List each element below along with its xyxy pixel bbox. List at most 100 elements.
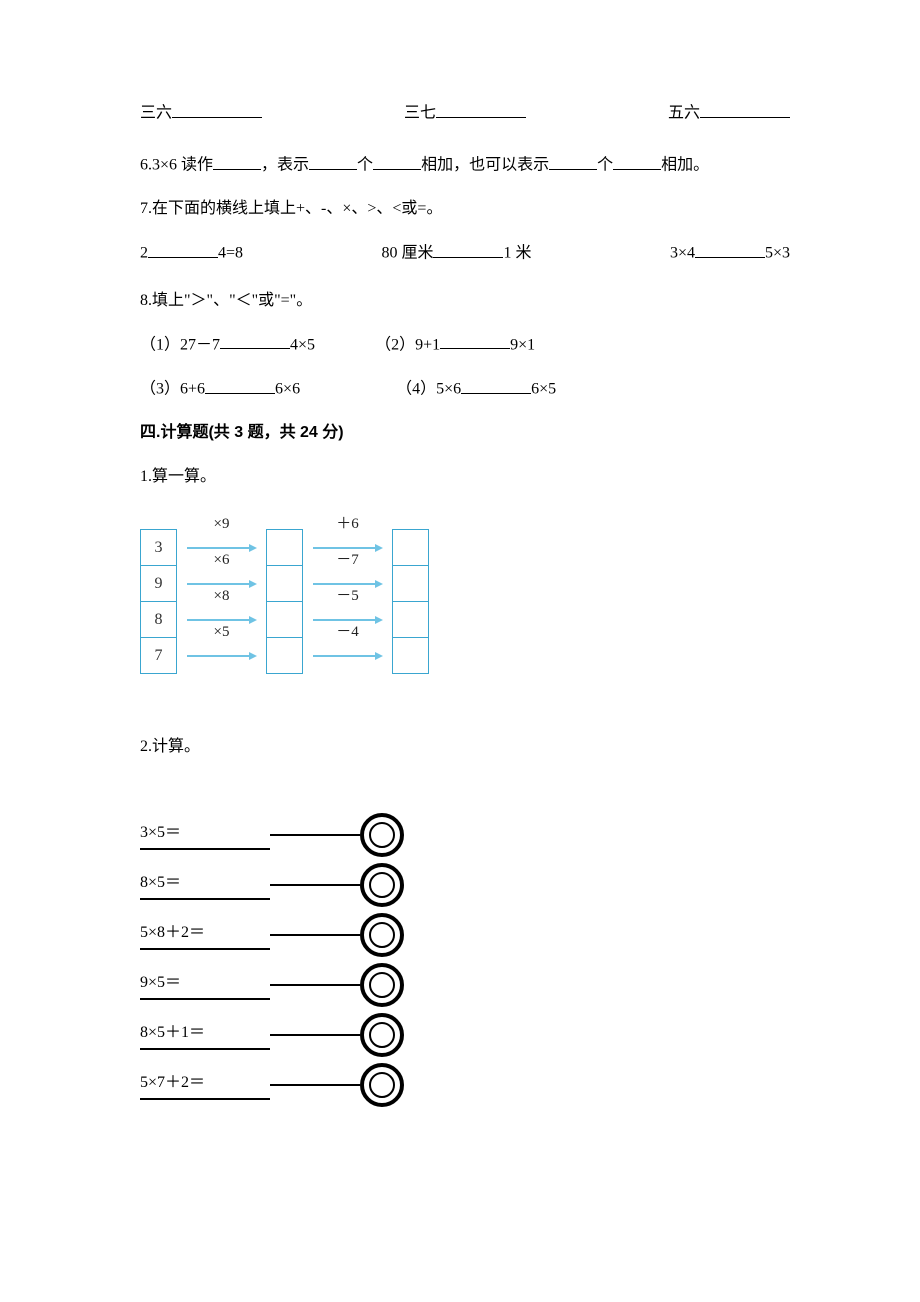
chain-start: 9 bbox=[141, 566, 177, 602]
chain-op: －4 bbox=[303, 638, 393, 674]
blank-line[interactable] bbox=[613, 152, 661, 170]
question-8-row1: （1）27－7 4×5 （2）9+1 9×1 bbox=[140, 332, 790, 358]
chain-op: ×5 bbox=[177, 638, 267, 674]
blank-line[interactable] bbox=[700, 100, 790, 118]
blank-line[interactable] bbox=[148, 240, 218, 258]
q8-item: （2）9+1 9×1 bbox=[375, 332, 535, 358]
q6-text: 个 bbox=[357, 157, 373, 174]
ring-expression: 3×5＝ bbox=[140, 820, 270, 850]
chain-blank[interactable] bbox=[267, 638, 303, 674]
q8-item: （4）5×66×5 bbox=[396, 376, 556, 402]
q6-text: ，表示 bbox=[261, 157, 309, 174]
ring-icon[interactable] bbox=[360, 1013, 404, 1057]
top-blank-row: 三六 三七 五六 bbox=[140, 100, 790, 126]
ring-row: 5×8＋2＝ bbox=[140, 910, 790, 960]
section-4-title: 四.计算题(共 3 题，共 24 分) bbox=[140, 420, 790, 446]
q7-item: 3×45×3 bbox=[670, 240, 790, 266]
ring-expression: 5×7＋2＝ bbox=[140, 1070, 270, 1100]
blank-line[interactable] bbox=[461, 376, 531, 394]
q8-item: （3）6+6 6×6 bbox=[140, 376, 300, 402]
chain-blank[interactable] bbox=[393, 566, 429, 602]
ring-row: 8×5＝ bbox=[140, 860, 790, 910]
q8-label: （1） bbox=[140, 336, 180, 353]
ring-icon[interactable] bbox=[360, 963, 404, 1007]
q8-right: 6×6 bbox=[275, 381, 300, 398]
ring-connector bbox=[270, 1084, 360, 1086]
ring-icon[interactable] bbox=[360, 913, 404, 957]
blank-line[interactable] bbox=[220, 332, 290, 350]
ring-expression: 5×8＋2＝ bbox=[140, 920, 270, 950]
blank-label: 三七 bbox=[404, 105, 436, 122]
chain-blank[interactable] bbox=[393, 530, 429, 566]
q6-text: 相加，也可以表示 bbox=[421, 157, 549, 174]
ring-row: 5×7＋2＝ bbox=[140, 1060, 790, 1110]
q7-right: 5×3 bbox=[765, 245, 790, 262]
ring-row: 3×5＝ bbox=[140, 810, 790, 860]
p2-title-text: 2.计算。 bbox=[140, 738, 200, 755]
q7-left: 2 bbox=[140, 245, 148, 262]
blank-item: 三六 bbox=[140, 100, 357, 126]
q6-text: 相加。 bbox=[661, 157, 709, 174]
blank-label: 三六 bbox=[140, 105, 172, 122]
q7-item: 80 厘米 1 米 bbox=[381, 240, 531, 266]
q7-left: 80 厘米 bbox=[381, 245, 433, 262]
q8-left: 5×6 bbox=[436, 381, 461, 398]
q7-right: 4=8 bbox=[218, 245, 243, 262]
section-4-title-text: 四.计算题(共 3 题，共 24 分) bbox=[140, 424, 344, 441]
chain-table: 3×9＋69×6－78×8－57×5－4 bbox=[140, 529, 429, 674]
chain-blank[interactable] bbox=[393, 638, 429, 674]
q8-title-text: 8.填上"＞"、"＜"或"="。 bbox=[140, 292, 312, 309]
blank-line[interactable] bbox=[440, 332, 510, 350]
ring-expression: 8×5＋1＝ bbox=[140, 1020, 270, 1050]
blank-item: 五六 bbox=[573, 100, 790, 126]
ring-row: 8×5＋1＝ bbox=[140, 1010, 790, 1060]
chain-blank[interactable] bbox=[267, 530, 303, 566]
ring-icon[interactable] bbox=[360, 813, 404, 857]
arrow-icon bbox=[187, 655, 257, 657]
arrow-icon bbox=[313, 655, 383, 657]
q8-right: 6×5 bbox=[531, 381, 556, 398]
chain-blank[interactable] bbox=[267, 602, 303, 638]
ring-icon[interactable] bbox=[360, 863, 404, 907]
blank-line[interactable] bbox=[373, 152, 421, 170]
chain-blank[interactable] bbox=[393, 602, 429, 638]
blank-line[interactable] bbox=[549, 152, 597, 170]
q7-title-text: 7.在下面的横线上填上+、-、×、>、<或=。 bbox=[140, 200, 442, 217]
blank-line[interactable] bbox=[695, 240, 765, 258]
ring-row: 9×5＝ bbox=[140, 960, 790, 1010]
chain-blank[interactable] bbox=[267, 566, 303, 602]
chain-start: 3 bbox=[141, 530, 177, 566]
q8-left: 9+1 bbox=[415, 336, 440, 353]
question-6: 6.3×6 读作，表示个相加，也可以表示个相加。 bbox=[140, 152, 790, 178]
question-8-title: 8.填上"＞"、"＜"或"="。 bbox=[140, 288, 790, 314]
blank-line[interactable] bbox=[205, 376, 275, 394]
blank-line[interactable] bbox=[172, 100, 262, 118]
q8-left: 27－7 bbox=[180, 336, 220, 353]
blank-line[interactable] bbox=[309, 152, 357, 170]
ring-connector bbox=[270, 1034, 360, 1036]
q8-right: 9×1 bbox=[510, 336, 535, 353]
blank-line[interactable] bbox=[213, 152, 261, 170]
blank-line[interactable] bbox=[436, 100, 526, 118]
blank-item: 三七 bbox=[357, 100, 574, 126]
q6-text: 个 bbox=[597, 157, 613, 174]
q8-label: （3） bbox=[140, 381, 180, 398]
ring-icon[interactable] bbox=[360, 1063, 404, 1107]
question-7-items: 2 4=8 80 厘米 1 米 3×45×3 bbox=[140, 240, 790, 266]
problem-1-title: 1.算一算。 bbox=[140, 464, 790, 490]
chain-start: 8 bbox=[141, 602, 177, 638]
blank-line[interactable] bbox=[433, 240, 503, 258]
q8-left: 6+6 bbox=[180, 381, 205, 398]
q7-right: 1 米 bbox=[503, 245, 531, 262]
q8-item: （1）27－7 4×5 bbox=[140, 332, 315, 358]
q8-right: 4×5 bbox=[290, 336, 315, 353]
p1-title-text: 1.算一算。 bbox=[140, 468, 216, 485]
ring-connector bbox=[270, 934, 360, 936]
q8-label: （2） bbox=[375, 336, 415, 353]
worksheet-page: 三六 三七 五六 6.3×6 读作，表示个相加，也可以表示个相加。 7.在下面的… bbox=[0, 0, 920, 1170]
problem-2-title: 2.计算。 bbox=[140, 734, 790, 760]
ring-expression: 9×5＝ bbox=[140, 970, 270, 1000]
ring-connector bbox=[270, 884, 360, 886]
question-7-title: 7.在下面的横线上填上+、-、×、>、<或=。 bbox=[140, 196, 790, 222]
chain-start: 7 bbox=[141, 638, 177, 674]
